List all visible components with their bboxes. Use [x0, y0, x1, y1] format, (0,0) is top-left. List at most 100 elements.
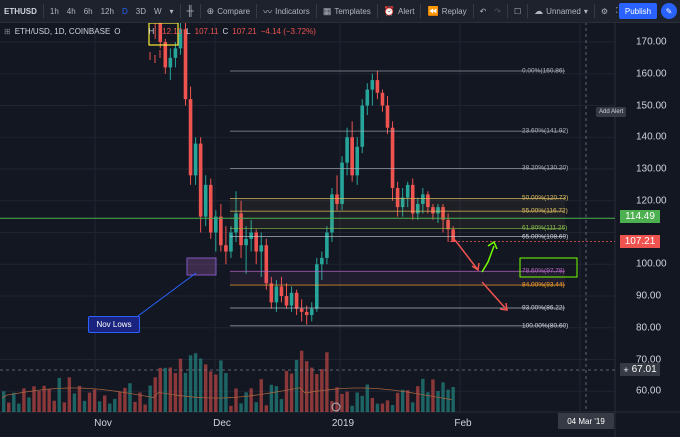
volume-bar: [380, 403, 385, 412]
indicators-button[interactable]: 〰 Indicators: [259, 0, 314, 22]
volume-bar: [108, 403, 112, 412]
settings-button[interactable]: ⚙: [597, 0, 612, 22]
legend-close-value: 107.21: [232, 27, 257, 36]
volume-bar: [284, 370, 289, 412]
candle-body: [355, 146, 359, 176]
interval-w[interactable]: W: [153, 6, 162, 16]
volume-bar: [289, 373, 294, 412]
candle-body: [294, 292, 299, 309]
toolbar-divider: [420, 4, 422, 18]
target-box: [519, 257, 578, 278]
volume-bar: [259, 379, 263, 412]
chart-style-button[interactable]: ╫: [183, 0, 198, 22]
volume-bar: [390, 405, 395, 412]
alert-button[interactable]: ⏰ Alert: [380, 0, 419, 22]
volume-bar: [7, 402, 11, 412]
toolbar-divider: [256, 4, 258, 18]
volume-bar: [183, 372, 188, 412]
volume-bar: [400, 389, 405, 412]
volume-bars: [1, 350, 455, 412]
legend-settings-icon[interactable]: ⊞: [4, 27, 11, 36]
intervals-dropdown[interactable]: ▾: [166, 0, 178, 22]
templates-label: Templates: [334, 6, 371, 16]
volume-bar: [350, 405, 354, 412]
down-arrow-2: [481, 281, 508, 311]
candle-body: [244, 238, 248, 246]
fullscreen-button[interactable]: ⛶: [612, 0, 626, 22]
volume-bar: [345, 391, 349, 412]
last-price-tag: 107.21: [620, 235, 660, 248]
volume-bar: [214, 374, 218, 412]
candle-body: [198, 143, 203, 217]
volume-bar: [209, 371, 213, 412]
interval-d[interactable]: D: [121, 6, 128, 16]
volume-ma-line: [1, 387, 452, 400]
layout-name-label: Unnamed: [546, 6, 581, 16]
layout-name-button[interactable]: ☁ Unnamed ▾: [530, 0, 592, 22]
replay-button[interactable]: ⏪ Replay: [423, 0, 470, 22]
candle-body: [188, 99, 193, 176]
volume-bar: [67, 377, 72, 412]
candle-body: [203, 184, 208, 217]
price-axis-label: 130.00: [636, 163, 667, 175]
candle-body: [365, 89, 370, 106]
volume-bar: [148, 385, 152, 412]
undo-button[interactable]: ↶: [476, 0, 491, 22]
compare-button[interactable]: ⊕ Compare: [203, 0, 254, 22]
down-arrow-2-head: [499, 302, 508, 311]
up-arrow: [481, 245, 495, 273]
candle-body: [269, 283, 274, 303]
price-axis-label: 80.00: [636, 322, 662, 334]
price-axis-label: 60.00: [636, 385, 662, 397]
symbol-search-button[interactable]: ETHUSD: [4, 6, 37, 16]
interval-6h[interactable]: 6h: [83, 6, 93, 16]
interval-1h[interactable]: 1h: [49, 6, 59, 16]
time-axis-label: Nov: [94, 418, 112, 429]
volume-bar: [113, 398, 117, 412]
volume-bar: [52, 400, 56, 412]
candle-body: [350, 137, 354, 176]
volume-bar: [239, 403, 243, 412]
volume-bar: [421, 378, 425, 412]
volume-bar: [406, 390, 410, 412]
crosshair-date-tag: 04 Mar '19: [558, 413, 614, 429]
redo-button[interactable]: ↷: [490, 0, 505, 22]
toolbar-divider: [593, 4, 595, 18]
volume-bar: [375, 403, 380, 412]
redo-icon: ↷: [494, 6, 501, 16]
candle-body: [304, 311, 309, 316]
volume-bar: [355, 392, 359, 412]
interval-3d[interactable]: 3D: [135, 6, 146, 16]
fib-level-label: 23.60%(141.92): [522, 127, 569, 135]
volume-bar: [229, 405, 233, 412]
scroll-to-realtime-icon: [331, 402, 341, 412]
chevron-down-icon: ▾: [169, 6, 174, 16]
volume-bar: [27, 397, 31, 412]
interval-12h[interactable]: 12h: [100, 6, 114, 16]
volume-bar: [325, 352, 329, 412]
volume-bar: [365, 384, 369, 412]
legend-high-value: 112.10: [158, 27, 183, 36]
volume-bar: [269, 384, 274, 412]
volume-bar: [395, 392, 400, 412]
volume-bar: [173, 373, 178, 412]
price-axis-label: 160.00: [636, 68, 667, 80]
interval-4h[interactable]: 4h: [66, 6, 76, 16]
publish-button[interactable]: Publish: [619, 3, 657, 19]
candle-body: [284, 296, 289, 306]
chat-button[interactable]: ✎: [661, 3, 677, 19]
candle-body: [309, 308, 314, 316]
candle-body: [325, 232, 329, 258]
fib-level-label: 38.20%(130.20): [522, 164, 569, 172]
cloud-icon: ☁: [534, 5, 544, 16]
volume-bar: [72, 393, 77, 412]
layout-toggle-button[interactable]: ☐: [510, 0, 525, 22]
alarm-clock-icon: ⏰: [383, 5, 396, 16]
candle-body: [163, 42, 168, 68]
templates-button[interactable]: ▦ Templates: [319, 0, 375, 22]
legend-high-label: H: [148, 27, 155, 36]
candle-body: [431, 207, 435, 214]
price-axis-label: 90.00: [636, 290, 662, 302]
add-alert-button[interactable]: Add Alert: [596, 107, 627, 117]
